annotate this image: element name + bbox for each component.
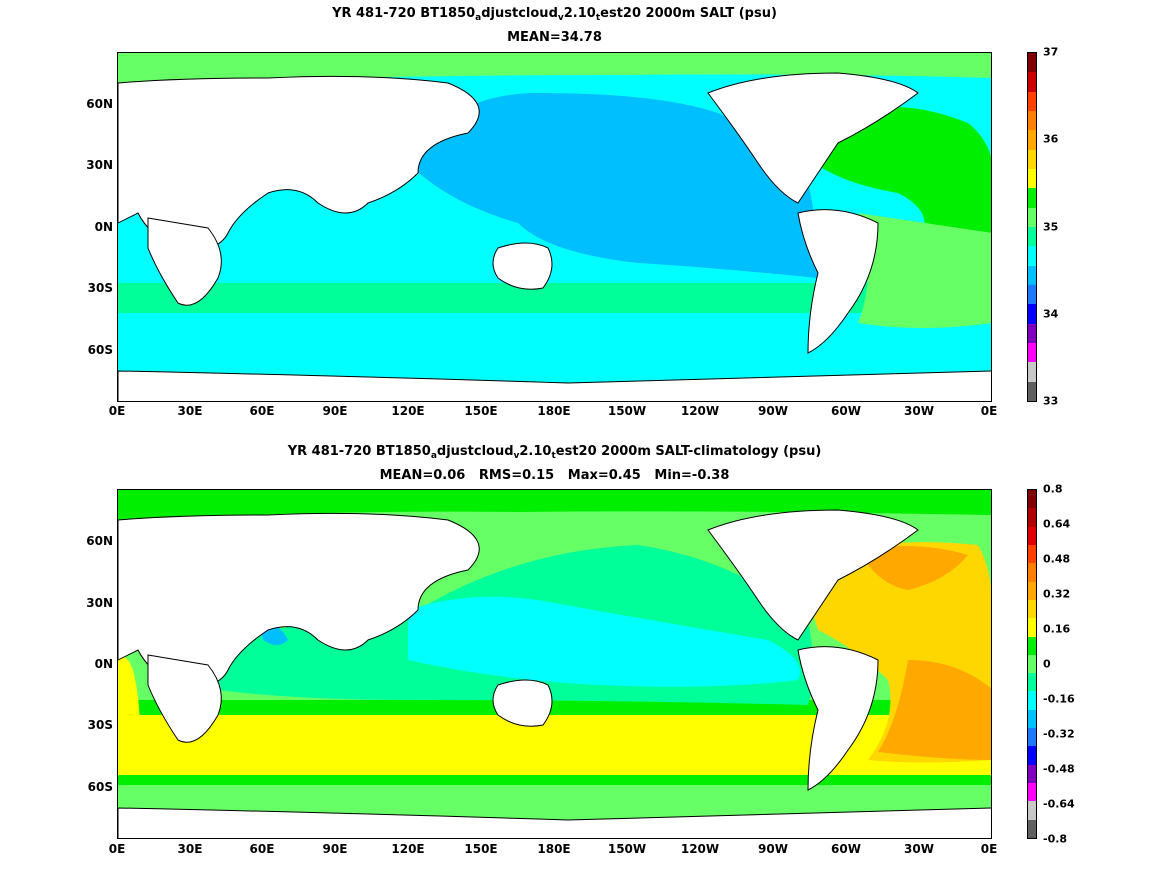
- colorbar-segment: [1028, 227, 1036, 247]
- y-tick: 60N: [86, 97, 113, 111]
- colorbar-label: -0.16: [1043, 692, 1075, 706]
- colorbar-segment: [1028, 130, 1036, 151]
- colorbar-segment: [1028, 91, 1036, 112]
- colorbar-segment: [1028, 764, 1036, 784]
- colorbar-segment: [1028, 246, 1036, 267]
- x-tick: 150E: [464, 842, 498, 856]
- colorbar-segment: [1028, 783, 1036, 802]
- y-tick: 0N: [94, 657, 113, 671]
- colorbar-segment: [1028, 728, 1036, 747]
- x-tick: 90E: [322, 404, 348, 418]
- colorbar-segment: [1028, 599, 1036, 619]
- colorbar: [1027, 489, 1037, 839]
- colorbar-label: 0.16: [1043, 622, 1071, 636]
- y-tick: 60S: [87, 780, 113, 794]
- colorbar-label: -0.64: [1043, 797, 1075, 811]
- colorbar-label: 33: [1043, 394, 1059, 408]
- colorbar-label: 0: [1043, 657, 1051, 671]
- colorbar-label: 37: [1043, 45, 1059, 59]
- colorbar-label: 36: [1043, 132, 1059, 146]
- colorbar-segment: [1028, 508, 1036, 528]
- x-tick: 120E: [391, 842, 425, 856]
- colorbar-segment: [1028, 111, 1036, 131]
- colorbar-label: 0.8: [1043, 482, 1063, 496]
- x-tick: 0E: [108, 404, 126, 418]
- y-tick: 30S: [87, 281, 113, 295]
- anomaly-map: [117, 489, 992, 839]
- x-tick: 0E: [980, 404, 998, 418]
- x-tick: 0E: [108, 842, 126, 856]
- colorbar-segment: [1028, 654, 1036, 674]
- colorbar-segment: [1028, 490, 1036, 509]
- x-tick: 60E: [249, 404, 275, 418]
- colorbar-segment: [1028, 746, 1036, 766]
- colorbar-segment: [1028, 323, 1036, 344]
- colorbar-segment: [1028, 636, 1036, 656]
- x-tick: 90W: [758, 404, 788, 418]
- x-tick: 120W: [680, 842, 720, 856]
- colorbar-segment: [1028, 673, 1036, 692]
- x-tick: 60W: [831, 842, 861, 856]
- x-tick: 120E: [391, 404, 425, 418]
- colorbar-segment: [1028, 72, 1036, 93]
- colorbar-segment: [1028, 526, 1036, 546]
- colorbar-segment: [1028, 207, 1036, 228]
- colorbar-label: 0.48: [1043, 552, 1071, 566]
- colorbar-label: 34: [1043, 307, 1059, 321]
- colorbar-segment: [1028, 709, 1036, 729]
- top-subtitle: MEAN=34.78: [507, 30, 602, 45]
- top-title: YR 481-720 BT1850adjustcloudv2.10test20 …: [332, 6, 777, 23]
- colorbar-segment: [1028, 53, 1036, 73]
- x-tick: 180E: [537, 404, 571, 418]
- x-tick: 90E: [322, 842, 348, 856]
- x-tick: 30W: [904, 404, 934, 418]
- colorbar-segment: [1028, 563, 1036, 583]
- bottom-subtitle: MEAN=0.06 RMS=0.15 Max=0.45 Min=-0.38: [379, 468, 730, 483]
- colorbar-segment: [1028, 581, 1036, 601]
- colorbar: [1027, 52, 1037, 402]
- x-tick: 60W: [831, 404, 861, 418]
- x-tick: 60E: [249, 842, 275, 856]
- y-tick: 60N: [86, 534, 113, 548]
- colorbar-label: 0.32: [1043, 587, 1071, 601]
- x-tick: 90W: [758, 842, 788, 856]
- y-tick: 30N: [86, 158, 113, 172]
- y-tick: 0N: [94, 220, 113, 234]
- colorbar-segment: [1028, 618, 1036, 638]
- x-tick: 30W: [904, 842, 934, 856]
- colorbar-label: 35: [1043, 220, 1059, 234]
- x-tick: 120W: [680, 404, 720, 418]
- x-tick: 150W: [607, 404, 647, 418]
- y-tick: 60S: [87, 343, 113, 357]
- x-tick: 150E: [464, 404, 498, 418]
- x-tick: 180E: [537, 842, 571, 856]
- salinity-map: [117, 52, 992, 402]
- colorbar-segment: [1028, 265, 1036, 286]
- colorbar-segment: [1028, 381, 1036, 402]
- colorbar-segment: [1028, 544, 1036, 564]
- colorbar-segment: [1028, 169, 1036, 189]
- colorbar-label: -0.8: [1043, 832, 1068, 846]
- bottom-title: YR 481-720 BT1850adjustcloudv2.10test20 …: [287, 444, 822, 461]
- x-tick: 150W: [607, 842, 647, 856]
- x-tick: 0E: [980, 842, 998, 856]
- colorbar-segment: [1028, 304, 1036, 325]
- colorbar-label: -0.32: [1043, 727, 1075, 741]
- y-tick: 30S: [87, 718, 113, 732]
- colorbar-label: 0.64: [1043, 517, 1071, 531]
- colorbar-segment: [1028, 149, 1036, 170]
- x-tick: 30E: [177, 842, 203, 856]
- colorbar-segment: [1028, 285, 1036, 305]
- colorbar-segment: [1028, 362, 1036, 383]
- colorbar-segment: [1028, 819, 1036, 839]
- colorbar-segment: [1028, 188, 1036, 209]
- x-tick: 30E: [177, 404, 203, 418]
- colorbar-segment: [1028, 691, 1036, 711]
- y-tick: 30N: [86, 596, 113, 610]
- colorbar-segment: [1028, 343, 1036, 363]
- colorbar-label: -0.48: [1043, 762, 1075, 776]
- colorbar-segment: [1028, 801, 1036, 821]
